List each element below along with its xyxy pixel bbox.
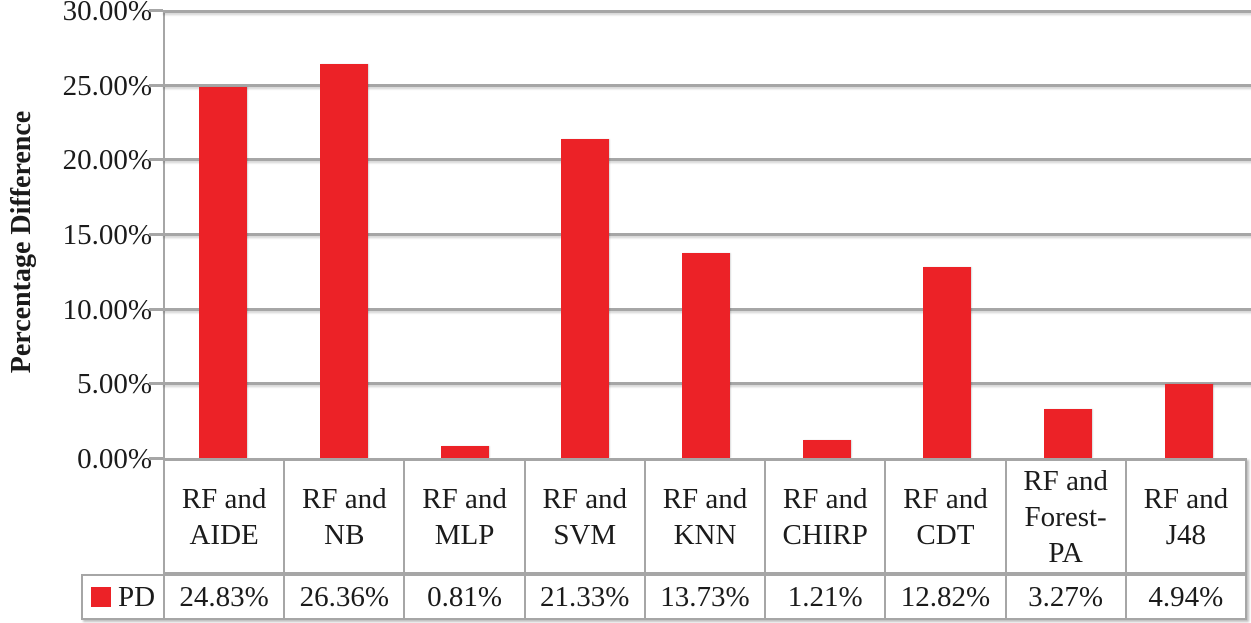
y-tick-mark	[149, 83, 163, 87]
bar-rf-and-chirp	[802, 439, 851, 458]
y-tick-label: 15.00%	[62, 219, 152, 251]
value-cell-rf-and-aide: 24.83%	[163, 576, 283, 618]
category-label-line: RF and	[302, 482, 387, 515]
plot-area	[163, 10, 1251, 458]
gridline	[163, 233, 1251, 236]
y-tick-mark	[149, 307, 163, 311]
category-label-line: RF and	[662, 482, 748, 515]
category-label-line: CHIRP	[782, 518, 868, 551]
category-label-line: RF and	[1023, 464, 1108, 497]
category-label-line: KNN	[673, 518, 737, 551]
category-label-line: RF and	[181, 482, 267, 515]
category-label-line: J48	[1165, 518, 1206, 551]
gridline	[163, 158, 1251, 162]
y-tick-mark	[149, 9, 163, 12]
bar-rf-and-nb	[320, 64, 368, 458]
gridline	[163, 83, 1251, 87]
value-cell-rf-and-j48: 4.94%	[1124, 576, 1245, 618]
category-label-line: RF and	[1143, 482, 1229, 515]
category-label-line: PA	[1048, 536, 1083, 569]
category-label-line: RF and	[422, 482, 507, 515]
category-label-line: MLP	[434, 518, 495, 551]
category-cell-rf-and-knn: RF and KNN	[643, 461, 764, 572]
bar-rf-and-cdt	[923, 266, 972, 458]
category-cell-rf-and-j48: RF and J48	[1124, 461, 1245, 572]
category-cell-rf-and-aide: RF and AIDE	[165, 461, 283, 572]
data-table-row: PD 24.83% 26.36% 0.81% 21.33% 13.73% 1.21% 12.…	[81, 574, 1247, 620]
category-header-row: RF and AIDE RF and NB RF and MLP RF and SVM RF a…	[163, 458, 1247, 574]
y-tick-label: 10.00%	[62, 293, 152, 326]
value-cell-rf-and-chirp: 1.21%	[764, 576, 884, 618]
category-cell-rf-and-cdt: RF and CDT	[884, 461, 1004, 572]
category-label-line: AIDE	[189, 518, 259, 551]
y-tick-mark	[149, 158, 163, 162]
bar-rf-and-knn	[682, 252, 730, 458]
bar-rf-and-j48	[1164, 384, 1213, 458]
value-cell-rf-and-svm: 21.33%	[523, 576, 644, 618]
category-label-line: SVM	[553, 518, 617, 551]
value-cells: 24.83% 26.36% 0.81% 21.33% 13.73% 1.21% 12.82%…	[163, 576, 1245, 618]
y-tick-label: 25.00%	[62, 69, 152, 102]
category-cell-rf-and-forest-pa: RF and Forest- PA	[1004, 461, 1125, 572]
value-cell-rf-and-nb: 26.36%	[283, 576, 403, 618]
legend-cell: PD	[83, 576, 163, 618]
y-tick-label: 0.00%	[77, 443, 152, 475]
y-tick-label: 30.00%	[62, 0, 152, 27]
bar-rf-and-svm	[561, 139, 610, 458]
y-tick-mark	[149, 233, 163, 236]
gridline	[163, 10, 1251, 13]
y-tick-label: 20.00%	[62, 144, 152, 177]
legend-series-label: PD	[117, 580, 156, 613]
y-tick-mark	[149, 457, 163, 460]
category-cell-rf-and-mlp: RF and MLP	[403, 461, 523, 572]
bar-rf-and-aide	[199, 87, 248, 458]
y-tick-label: 5.00%	[77, 368, 152, 401]
bar-rf-and-mlp	[440, 445, 489, 458]
category-cell-rf-and-nb: RF and NB	[283, 461, 403, 572]
category-label-line: RF and	[903, 482, 988, 515]
category-label-line: Forest-	[1024, 500, 1107, 533]
value-cell-rf-and-cdt: 12.82%	[884, 576, 1004, 618]
value-cell-rf-and-mlp: 0.81%	[403, 576, 523, 618]
bar-rf-and-forest-pa	[1044, 409, 1092, 458]
value-cell-rf-and-knn: 13.73%	[643, 576, 764, 618]
category-label-line: CDT	[916, 518, 975, 551]
legend-color-swatch-icon	[90, 587, 111, 607]
category-cell-rf-and-svm: RF and SVM	[523, 461, 644, 572]
y-tick-mark	[149, 382, 163, 386]
category-cell-rf-and-chirp: RF and CHIRP	[764, 461, 884, 572]
category-label-line: RF and	[782, 482, 868, 515]
value-cell-rf-and-forest-pa: 3.27%	[1004, 576, 1125, 618]
category-label-line: NB	[324, 518, 365, 551]
category-label-line: RF and	[542, 482, 628, 515]
